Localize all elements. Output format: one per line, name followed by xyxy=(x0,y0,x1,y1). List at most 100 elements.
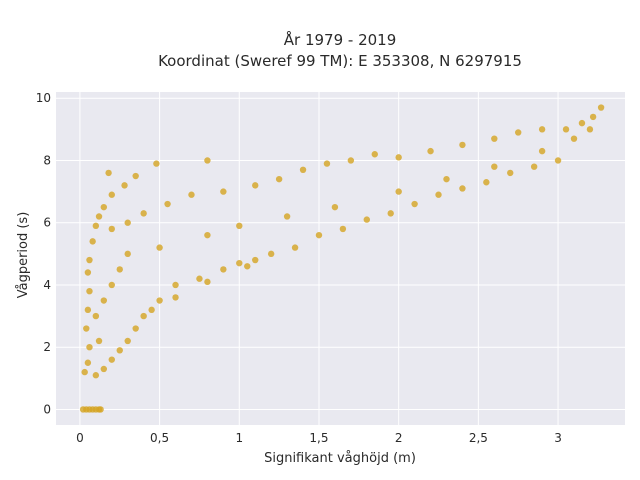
chart-title-line-1: År 1979 - 2019 xyxy=(284,30,397,49)
data-point xyxy=(81,368,88,376)
data-point xyxy=(92,312,100,320)
data-point xyxy=(507,169,514,177)
data-point xyxy=(92,372,100,379)
data-point xyxy=(252,256,259,264)
data-point xyxy=(100,365,108,373)
data-point xyxy=(387,210,394,217)
data-point xyxy=(83,325,90,332)
data-point xyxy=(172,281,179,289)
data-point xyxy=(116,266,123,273)
data-point xyxy=(84,359,92,366)
data-point xyxy=(554,157,562,164)
data-point xyxy=(483,179,490,186)
data-point xyxy=(124,337,131,345)
x-axis-ticks: 0 0,5 1 1,5 2 2,5 3 xyxy=(76,431,562,445)
data-point xyxy=(148,306,155,314)
x-tick-label: 3 xyxy=(554,431,562,445)
y-axis-title: Vågperiod (s) xyxy=(16,212,31,299)
data-point xyxy=(196,275,203,282)
data-point xyxy=(530,163,538,170)
data-point xyxy=(315,231,323,239)
data-point xyxy=(491,163,498,170)
data-point xyxy=(100,297,108,304)
x-tick-label: 1 xyxy=(235,431,243,445)
data-point xyxy=(252,182,259,189)
data-point xyxy=(188,191,195,198)
data-point xyxy=(491,135,498,142)
data-point xyxy=(562,126,570,133)
data-point xyxy=(291,244,299,251)
data-point xyxy=(299,166,307,174)
data-point xyxy=(108,225,115,233)
x-tick-label: 0,5 xyxy=(150,431,169,445)
data-point xyxy=(459,141,466,149)
data-point xyxy=(443,175,450,183)
data-point xyxy=(323,160,331,167)
data-point xyxy=(86,287,93,295)
data-point xyxy=(570,135,578,142)
data-point xyxy=(84,269,92,276)
data-point xyxy=(589,113,597,121)
data-point xyxy=(116,347,123,354)
data-point xyxy=(204,157,211,164)
x-tick-label: 0 xyxy=(76,431,84,445)
data-point xyxy=(586,126,594,133)
x-tick-label: 1,5 xyxy=(309,431,328,445)
data-point xyxy=(108,191,115,198)
data-point xyxy=(108,356,115,363)
data-point xyxy=(339,225,347,233)
data-point xyxy=(395,188,402,195)
data-point xyxy=(435,191,442,198)
data-point xyxy=(331,203,339,211)
data-point xyxy=(92,222,100,230)
chart-title-line-2: Koordinat (Sweref 99 TM): E 353308, N 62… xyxy=(158,52,522,70)
data-point xyxy=(597,104,605,111)
x-axis-title: Signifikant våghöjd (m) xyxy=(264,451,416,466)
data-point xyxy=(86,343,93,351)
data-points xyxy=(79,104,605,413)
data-point xyxy=(427,147,434,155)
data-point xyxy=(86,256,93,264)
data-point xyxy=(538,147,546,155)
data-point xyxy=(411,200,418,208)
y-tick-label: 6 xyxy=(43,216,51,230)
y-tick-label: 2 xyxy=(43,340,51,354)
data-point xyxy=(124,250,131,258)
data-point xyxy=(347,157,355,164)
data-point xyxy=(578,119,586,127)
data-point xyxy=(395,154,402,161)
data-point xyxy=(515,129,522,136)
data-point xyxy=(95,213,103,220)
data-point xyxy=(132,325,139,332)
data-point xyxy=(283,213,291,220)
data-point xyxy=(153,160,160,167)
data-point xyxy=(275,175,283,183)
data-point xyxy=(140,210,147,217)
data-point xyxy=(267,250,275,258)
y-axis-ticks: 0 2 4 6 8 10 xyxy=(36,91,51,416)
y-tick-label: 8 xyxy=(43,153,51,167)
data-point xyxy=(156,244,163,251)
data-point xyxy=(97,406,104,413)
data-point xyxy=(95,337,103,345)
x-tick-label: 2 xyxy=(395,431,403,445)
data-point xyxy=(89,238,96,245)
data-point xyxy=(100,203,108,211)
data-point xyxy=(371,151,378,158)
x-tick-label: 2,5 xyxy=(469,431,488,445)
data-point xyxy=(204,231,211,239)
data-point xyxy=(236,259,243,267)
y-tick-label: 10 xyxy=(36,91,51,105)
data-point xyxy=(132,172,139,180)
data-point xyxy=(459,185,466,192)
data-point xyxy=(220,266,227,273)
data-point xyxy=(121,182,128,189)
data-point xyxy=(84,306,92,314)
plot-area xyxy=(56,92,625,425)
data-point xyxy=(105,169,112,177)
data-point xyxy=(363,216,370,223)
y-tick-label: 4 xyxy=(43,278,51,292)
data-point xyxy=(124,219,131,226)
data-point xyxy=(108,281,115,289)
